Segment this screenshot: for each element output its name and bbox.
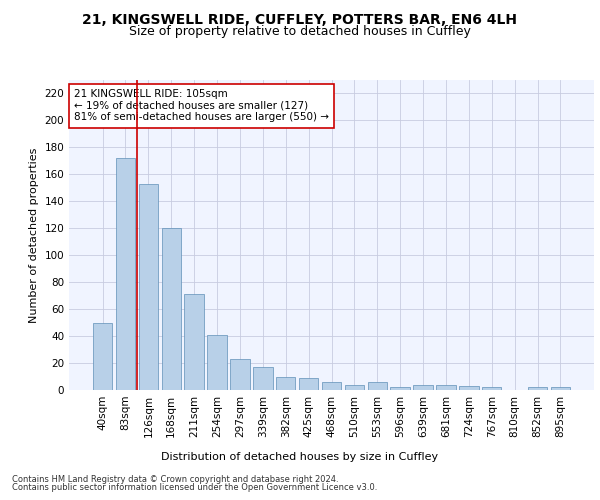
Bar: [276, 376, 295, 390]
Bar: [344, 384, 364, 390]
Bar: [139, 184, 158, 390]
Bar: [230, 359, 250, 390]
Text: 21, KINGSWELL RIDE, CUFFLEY, POTTERS BAR, EN6 4LH: 21, KINGSWELL RIDE, CUFFLEY, POTTERS BAR…: [83, 12, 517, 26]
Bar: [482, 388, 502, 390]
Y-axis label: Number of detached properties: Number of detached properties: [29, 148, 39, 322]
Bar: [184, 294, 204, 390]
Bar: [322, 382, 341, 390]
Bar: [391, 388, 410, 390]
Bar: [208, 334, 227, 390]
Bar: [116, 158, 135, 390]
Text: Contains public sector information licensed under the Open Government Licence v3: Contains public sector information licen…: [12, 484, 377, 492]
Text: Size of property relative to detached houses in Cuffley: Size of property relative to detached ho…: [129, 25, 471, 38]
Text: Contains HM Land Registry data © Crown copyright and database right 2024.: Contains HM Land Registry data © Crown c…: [12, 475, 338, 484]
Bar: [299, 378, 319, 390]
Text: Distribution of detached houses by size in Cuffley: Distribution of detached houses by size …: [161, 452, 439, 462]
Bar: [253, 367, 272, 390]
Bar: [93, 322, 112, 390]
Bar: [459, 386, 479, 390]
Bar: [528, 388, 547, 390]
Text: 21 KINGSWELL RIDE: 105sqm
← 19% of detached houses are smaller (127)
81% of semi: 21 KINGSWELL RIDE: 105sqm ← 19% of detac…: [74, 90, 329, 122]
Bar: [413, 384, 433, 390]
Bar: [368, 382, 387, 390]
Bar: [161, 228, 181, 390]
Bar: [551, 388, 570, 390]
Bar: [436, 384, 455, 390]
